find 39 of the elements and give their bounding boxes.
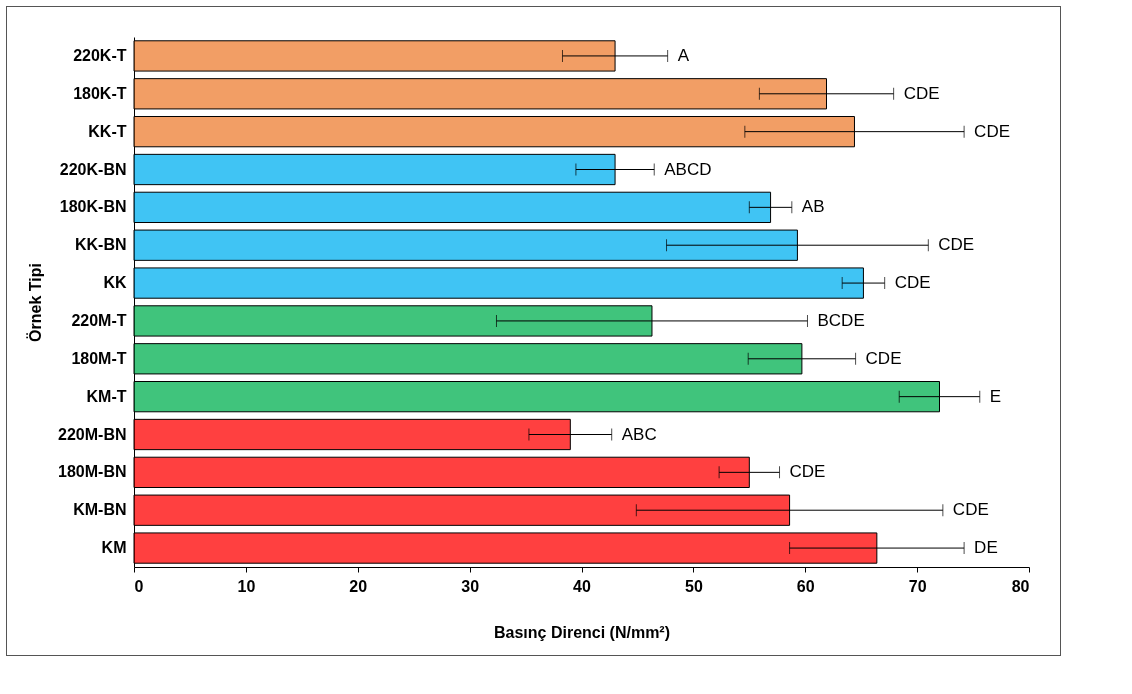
y-tick-label: KK-BN: [74, 236, 127, 254]
x-tick-label: 70: [908, 577, 927, 595]
x-tick-label: 0: [134, 577, 144, 595]
y-tick-label: KK: [103, 274, 127, 292]
annotation: ABCD: [664, 159, 712, 179]
annotation: CDE: [974, 121, 1011, 141]
y-tick-label: KK-T: [88, 122, 127, 140]
annotation: CDE: [938, 235, 975, 255]
annotation: AB: [801, 197, 825, 217]
annotation: ABC: [621, 424, 657, 444]
annotation: DE: [974, 538, 998, 558]
y-axis-title: Örnek Tipi: [26, 263, 45, 342]
x-tick-label: 10: [237, 577, 256, 595]
x-axis-title: Basınç Direnci (N/mm²): [493, 623, 671, 641]
y-tick-label: 220M-BN: [58, 425, 127, 443]
annotation: CDE: [865, 348, 902, 368]
y-tick-label: 220K-BN: [59, 160, 127, 178]
x-tick-label: 50: [684, 577, 703, 595]
annotation: BCDE: [817, 310, 865, 330]
y-tick-label: 180M-T: [71, 349, 127, 367]
annotation: E: [989, 386, 1002, 406]
x-tick-label: 80: [1011, 577, 1030, 595]
x-tick-label: 30: [461, 577, 480, 595]
y-tick-label: 220M-T: [71, 311, 127, 329]
y-tick-label: KM: [101, 539, 127, 557]
y-tick-label: 220K-T: [73, 46, 127, 64]
annotation: CDE: [952, 500, 989, 520]
y-tick-label: 180M-BN: [58, 463, 127, 481]
annotation: A: [677, 45, 690, 65]
x-tick-label: 60: [796, 577, 815, 595]
x-tick-label: 40: [573, 577, 591, 595]
y-tick-label: KM-T: [86, 387, 127, 405]
y-tick-label: 180K-T: [73, 84, 127, 102]
x-tick-label: 20: [349, 577, 368, 595]
annotation: CDE: [894, 273, 931, 293]
annotation: CDE: [903, 83, 940, 103]
y-tick-label: 180K-BN: [59, 198, 127, 216]
annotation: CDE: [789, 462, 826, 482]
y-tick-label: KM-BN: [73, 501, 127, 519]
